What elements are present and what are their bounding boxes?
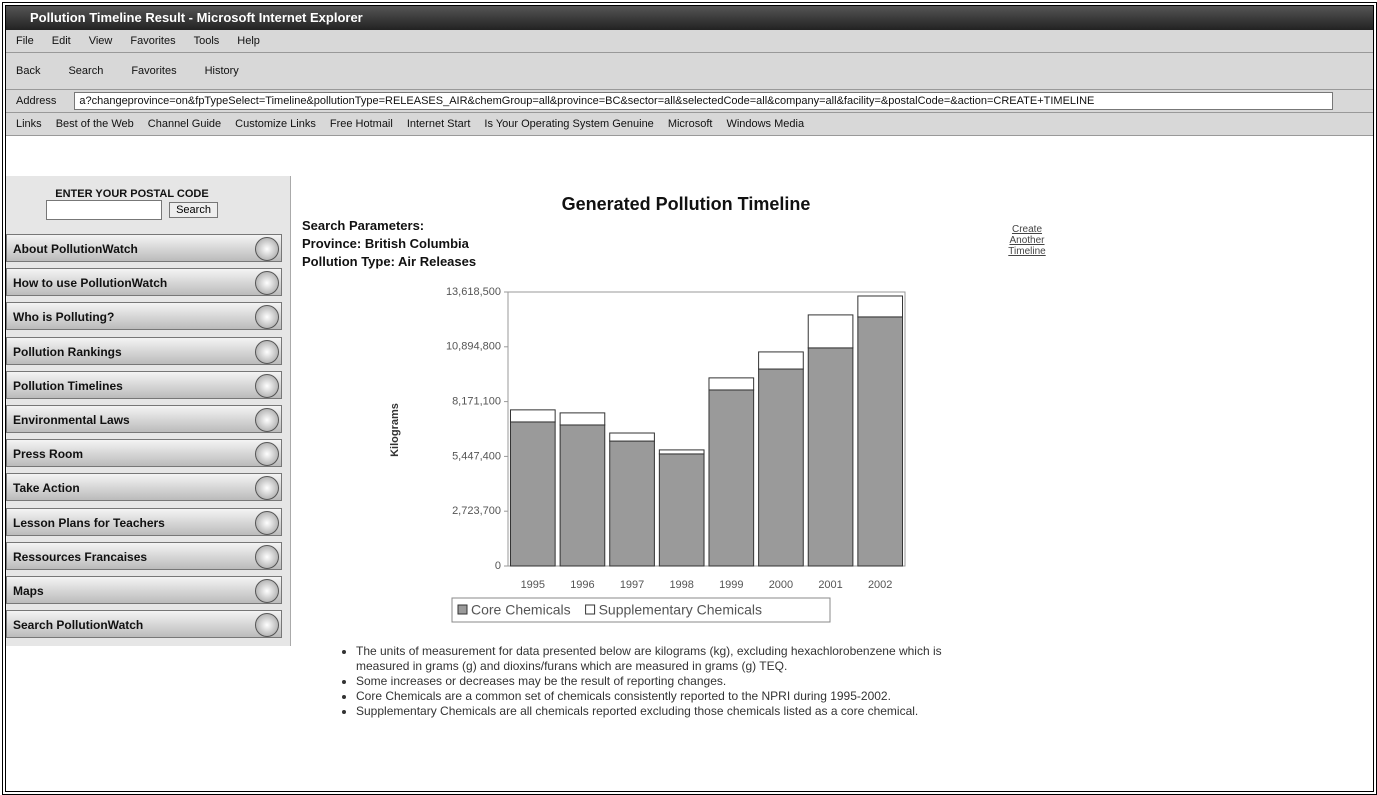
title-bar: Pollution Timeline Result - Microsoft In… <box>6 6 1373 30</box>
sidebar: ENTER YOUR POSTAL CODE Search About Poll… <box>6 176 291 646</box>
link-item[interactable]: Customize Links <box>235 118 316 130</box>
links-bar: Links Best of the Web Channel Guide Custom… <box>6 113 1373 136</box>
address-label: Address <box>16 95 56 107</box>
link-item[interactable]: Internet Start <box>407 118 471 130</box>
page-body: Pollution Timeline Result - Microsoft In… <box>0 0 1377 795</box>
note: Some increases or decreases may be the r… <box>356 674 996 689</box>
menu-item[interactable]: Tools <box>194 35 220 47</box>
menu-item[interactable]: Edit <box>52 35 71 47</box>
postal-label: ENTER YOUR POSTAL CODE <box>14 188 250 200</box>
menu-bar: File Edit View Favorites Tools Help <box>6 30 1373 53</box>
note: Core Chemicals are a common set of chemi… <box>356 689 996 704</box>
nav-icon <box>255 237 279 261</box>
browser-window: Pollution Timeline Result - Microsoft In… <box>2 2 1377 795</box>
parameter: Search Parameters: <box>302 218 424 233</box>
nav-button[interactable]: Search PollutionWatch <box>6 610 282 638</box>
menu-item[interactable]: File <box>16 35 34 47</box>
link-item[interactable]: Microsoft <box>668 118 713 130</box>
nav-icon <box>255 545 279 569</box>
nav-icon <box>255 613 279 637</box>
notes: The units of measurement for data presen… <box>336 644 996 719</box>
link-item[interactable]: Free Hotmail <box>330 118 393 130</box>
nav-button[interactable]: Environmental Laws <box>6 405 282 433</box>
parameter: Pollution Type: Air Releases <box>302 254 476 269</box>
nav-icon <box>255 305 279 329</box>
search-button[interactable]: Search <box>169 202 218 218</box>
nav-button[interactable]: Take Action <box>6 473 282 501</box>
nav-button[interactable]: Pollution Timelines <box>6 371 282 399</box>
menu-item[interactable]: Help <box>237 35 260 47</box>
link-item[interactable]: Is Your Operating System Genuine <box>484 118 653 130</box>
nav-icon <box>255 476 279 500</box>
nav-button[interactable]: Pollution Rankings <box>6 337 282 365</box>
nav-icon <box>255 511 279 535</box>
menu-item[interactable]: View <box>89 35 113 47</box>
address-url[interactable]: a?changeprovince=on&fpTypeSelect=Timelin… <box>74 92 1333 110</box>
toolbar-button[interactable]: Back <box>16 65 40 77</box>
nav-button[interactable]: Lesson Plans for Teachers <box>6 508 282 536</box>
nav-button[interactable]: Maps <box>6 576 282 604</box>
nav-icon <box>255 408 279 432</box>
note: Supplementary Chemicals are all chemical… <box>356 704 996 719</box>
nav-button[interactable]: Ressources Francaises <box>6 542 282 570</box>
nav-button[interactable]: How to use PollutionWatch <box>6 268 282 296</box>
note: The units of measurement for data presen… <box>356 644 996 674</box>
link-item[interactable]: Channel Guide <box>148 118 221 130</box>
menu-item[interactable]: Favorites <box>130 35 175 47</box>
links-label: Links <box>16 118 42 130</box>
create-link[interactable]: Create Another Timeline <box>1002 224 1052 257</box>
toolbar-button[interactable]: Favorites <box>131 65 176 77</box>
address-bar: Address a?changeprovince=on&fpTypeSelect… <box>6 90 1373 113</box>
nav-icon <box>255 340 279 364</box>
nav-button[interactable]: Press Room <box>6 439 282 467</box>
page: Pollution Timeline Result - Microsoft In… <box>0 0 1377 795</box>
link-item[interactable]: Windows Media <box>726 118 804 130</box>
nav-button[interactable]: About PollutionWatch <box>6 234 282 262</box>
toolbar: Back Search Favorites History <box>6 53 1373 90</box>
toolbar-button[interactable]: Search <box>68 65 103 77</box>
link-item[interactable]: Best of the Web <box>56 118 134 130</box>
nav-button[interactable]: Who is Polluting? <box>6 302 282 330</box>
nav-icon <box>255 442 279 466</box>
page-heading: Generated Pollution Timeline <box>386 194 986 215</box>
toolbar-button[interactable]: History <box>205 65 239 77</box>
postal-input[interactable] <box>46 200 162 220</box>
nav-icon <box>255 374 279 398</box>
nav-icon <box>255 271 279 295</box>
parameter: Province: British Columbia <box>302 236 469 251</box>
web-content: ENTER YOUR POSTAL CODE Search About Poll… <box>6 136 1373 791</box>
nav-icon <box>255 579 279 603</box>
postal-box: ENTER YOUR POSTAL CODE Search <box>14 188 250 220</box>
